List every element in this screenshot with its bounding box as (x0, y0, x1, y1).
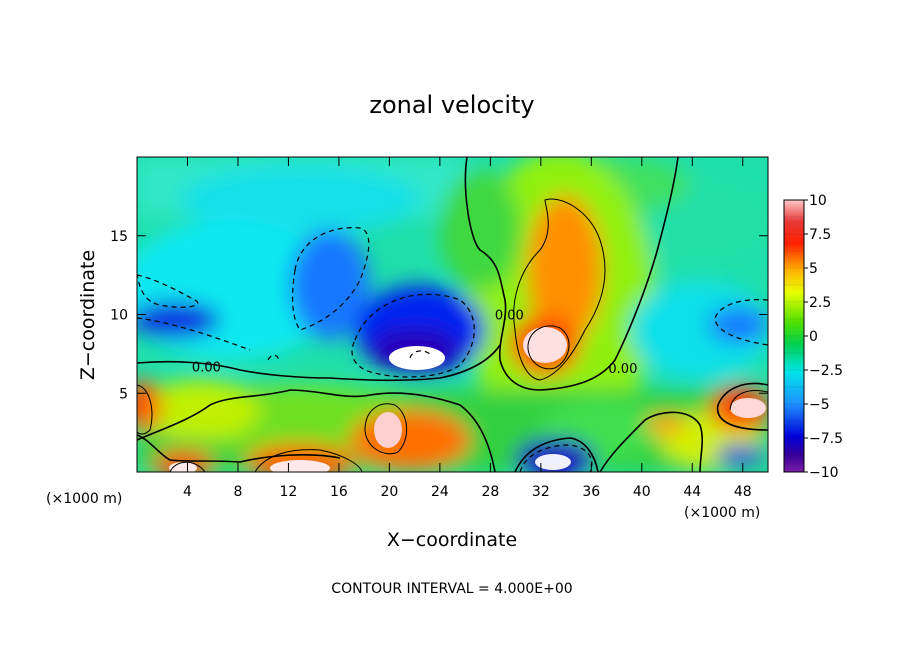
x-tick-label: 20 (380, 484, 398, 500)
contour-label: 0.00 (192, 360, 221, 375)
x-tick-label: 40 (633, 484, 651, 500)
velocity-field (137, 157, 768, 472)
x-axis-label: X−coordinate (387, 529, 517, 551)
x-tick-label: 36 (582, 484, 600, 500)
positive-contours (137, 198, 768, 472)
y-tick-label: 5 (119, 386, 128, 402)
colorbar-tick-label: 0 (809, 329, 818, 345)
x-tick-label: 24 (431, 484, 449, 500)
y-tick-label: 10 (110, 308, 128, 324)
colorbar-tick-label: −5 (809, 397, 830, 413)
colorbar-tick-label: −2.5 (809, 363, 843, 379)
x-tick-label: 8 (233, 484, 242, 500)
colorbar-tick-label: 5 (809, 261, 818, 277)
colorbar: 10 7.5 5 2.5 0 −2.5 −5 −7.5 −10 (783, 193, 843, 481)
chart-title: zonal velocity (369, 91, 534, 119)
x-tick-label: 48 (734, 484, 752, 500)
x-unit-right: (×1000 m) (684, 505, 760, 521)
x-unit-left: (×1000 m) (46, 491, 122, 507)
contour-label: 0.00 (608, 362, 637, 377)
colorbar-tick-label: 10 (809, 193, 827, 209)
colorbar-tick-label: −10 (809, 465, 839, 481)
contour-interval-note: CONTOUR INTERVAL = 4.000E+00 (331, 581, 572, 597)
y-tick-label: 15 (110, 229, 128, 245)
y-axis-label: Z−coordinate (77, 250, 99, 380)
contour-label: 0.00 (495, 309, 524, 324)
colorbar-tick-label: 2.5 (809, 295, 831, 311)
x-tick-label: 44 (683, 484, 701, 500)
low-core (389, 346, 445, 370)
x-axis: 4 8 12 16 20 24 28 32 36 40 44 48 (183, 157, 752, 500)
colorbar-gradient (784, 200, 804, 472)
contour-labels: 0.00 0.00 0.00 (192, 309, 637, 378)
high-core (523, 327, 567, 363)
colorbar-tick-label: 7.5 (809, 227, 831, 243)
x-tick-label: 28 (481, 484, 499, 500)
x-tick-label: 16 (330, 484, 348, 500)
negative-contours (137, 227, 768, 472)
colorbar-tick-label: −7.5 (809, 431, 843, 447)
x-tick-label: 4 (183, 484, 192, 500)
x-tick-label: 12 (280, 484, 298, 500)
x-tick-label: 32 (532, 484, 550, 500)
y-axis: 5 10 15 (110, 229, 768, 402)
plot-area (136, 156, 769, 473)
zero-contours (137, 157, 768, 472)
